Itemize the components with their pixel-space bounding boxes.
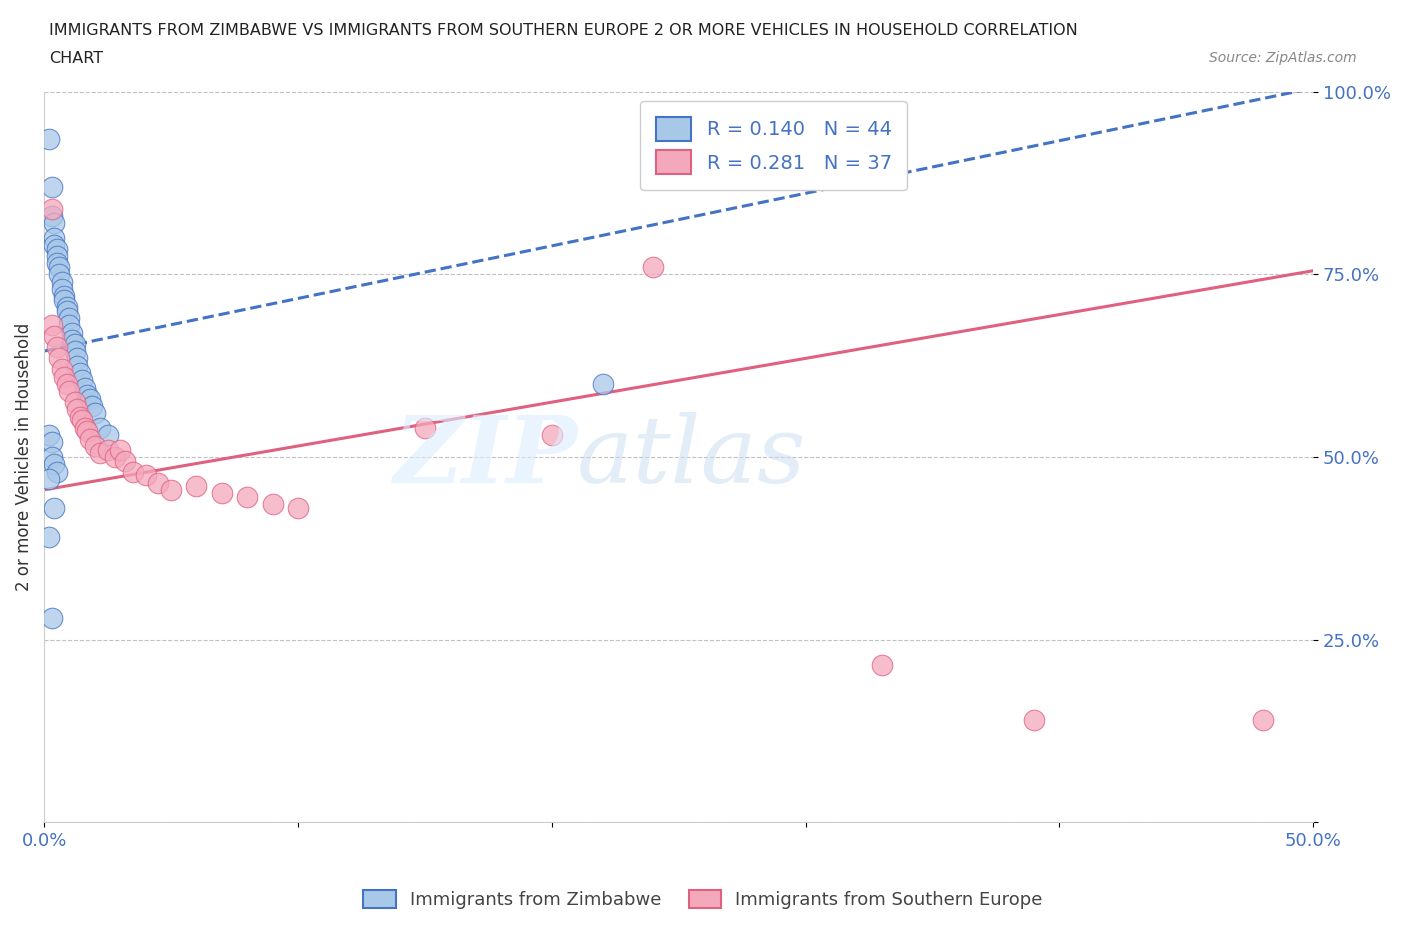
Point	[44, 231, 66, 246]
Point	[41, 208, 63, 223]
Point	[48, 259, 70, 274]
Point	[56, 377, 79, 392]
Point	[1022, 712, 1045, 727]
Point	[135, 468, 157, 483]
Legend: Immigrants from Zimbabwe, Immigrants from Southern Europe: Immigrants from Zimbabwe, Immigrants fro…	[356, 883, 1050, 916]
Point	[69, 409, 91, 424]
Point	[53, 369, 76, 384]
Point	[79, 392, 101, 406]
Point	[114, 453, 136, 468]
Point	[97, 443, 120, 458]
Point	[41, 318, 63, 333]
Point	[41, 449, 63, 464]
Point	[41, 179, 63, 194]
Point	[870, 658, 893, 672]
Point	[66, 358, 89, 373]
Point	[82, 398, 104, 413]
Text: ZIP: ZIP	[392, 412, 576, 502]
Point	[60, 333, 83, 348]
Point	[38, 428, 60, 443]
Point	[79, 432, 101, 446]
Point	[53, 292, 76, 307]
Point	[69, 365, 91, 380]
Point	[45, 464, 67, 479]
Point	[66, 402, 89, 417]
Point	[97, 428, 120, 443]
Text: atlas: atlas	[576, 412, 807, 502]
Text: IMMIGRANTS FROM ZIMBABWE VS IMMIGRANTS FROM SOUTHERN EUROPE 2 OR MORE VEHICLES I: IMMIGRANTS FROM ZIMBABWE VS IMMIGRANTS F…	[49, 23, 1078, 38]
Point	[44, 238, 66, 253]
Y-axis label: 2 or more Vehicles in Household: 2 or more Vehicles in Household	[15, 323, 32, 591]
Point	[51, 362, 73, 377]
Point	[236, 490, 259, 505]
Point	[44, 216, 66, 231]
Point	[73, 380, 96, 395]
Point	[76, 388, 98, 403]
Point	[38, 132, 60, 147]
Point	[592, 377, 614, 392]
Point	[45, 248, 67, 263]
Point	[287, 500, 309, 515]
Point	[643, 259, 665, 274]
Point	[44, 500, 66, 515]
Point	[58, 318, 80, 333]
Point	[66, 351, 89, 365]
Legend: R = 0.140   N = 44, R = 0.281   N = 37: R = 0.140 N = 44, R = 0.281 N = 37	[641, 101, 907, 190]
Point	[48, 351, 70, 365]
Point	[1251, 712, 1274, 727]
Point	[70, 413, 93, 428]
Point	[89, 420, 111, 435]
Point	[38, 472, 60, 486]
Point	[186, 479, 208, 494]
Point	[44, 457, 66, 472]
Point	[89, 445, 111, 460]
Point	[41, 610, 63, 625]
Point	[122, 464, 145, 479]
Point	[110, 443, 132, 458]
Point	[60, 326, 83, 340]
Point	[56, 299, 79, 314]
Point	[76, 424, 98, 439]
Point	[48, 267, 70, 282]
Point	[83, 405, 105, 420]
Point	[63, 337, 86, 352]
Point	[63, 343, 86, 358]
Point	[63, 394, 86, 409]
Point	[58, 384, 80, 399]
Point	[51, 274, 73, 289]
Point	[70, 373, 93, 388]
Point	[41, 201, 63, 216]
Point	[160, 483, 183, 498]
Point	[83, 439, 105, 454]
Point	[45, 340, 67, 355]
Point	[148, 475, 170, 490]
Point	[45, 256, 67, 271]
Point	[56, 303, 79, 318]
Point	[540, 428, 562, 443]
Point	[41, 435, 63, 450]
Point	[104, 449, 127, 464]
Point	[45, 242, 67, 257]
Text: Source: ZipAtlas.com: Source: ZipAtlas.com	[1209, 51, 1357, 65]
Text: CHART: CHART	[49, 51, 103, 66]
Point	[51, 282, 73, 297]
Point	[53, 289, 76, 304]
Point	[58, 311, 80, 325]
Point	[38, 530, 60, 545]
Point	[73, 420, 96, 435]
Point	[44, 329, 66, 344]
Point	[211, 486, 233, 501]
Point	[413, 420, 436, 435]
Point	[262, 497, 284, 512]
